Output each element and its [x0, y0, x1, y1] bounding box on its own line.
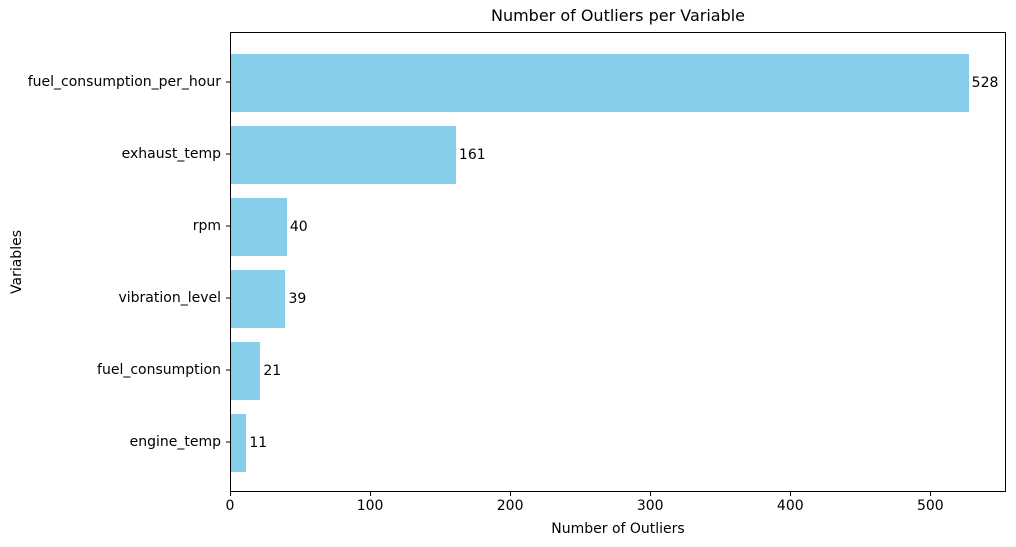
y-tick-label: vibration_level	[118, 290, 221, 306]
bar-value-label: 11	[249, 435, 268, 452]
y-tickmark	[226, 81, 230, 83]
x-tick-labels: 0 100 200 300 400 500	[226, 492, 1006, 518]
y-tick-label: fuel_consumption	[97, 362, 221, 379]
x-tickmark	[930, 492, 932, 496]
bar	[231, 198, 287, 256]
x-tickmark	[510, 492, 512, 496]
bar	[231, 342, 261, 400]
x-tickmark	[370, 492, 372, 496]
y-tick-label: fuel_consumption_per_hour	[27, 73, 221, 90]
bar-value-label: 39	[288, 291, 307, 308]
chart-title: Number of Outliers per Variable	[490, 6, 746, 25]
x-tick-label: 100	[356, 498, 384, 514]
bar-value-label: 528	[971, 74, 999, 91]
x-tick-label: 0	[225, 498, 235, 514]
x-tickmark	[650, 492, 652, 496]
bar	[231, 414, 247, 473]
x-tick-label: 400	[776, 498, 804, 514]
bar-value-label: 21	[263, 363, 282, 380]
y-tick-label: rpm	[192, 217, 221, 234]
x-tickmark	[230, 492, 231, 496]
y-tickmark	[226, 225, 230, 227]
bar-value-label: 40	[289, 218, 308, 235]
plot-area: 528 161 40 39 21 11	[230, 32, 1006, 492]
bar	[231, 126, 456, 184]
y-tick-label: exhaust_temp	[121, 145, 221, 162]
x-axis-label: Number of Outliers	[551, 521, 685, 537]
y-tickmark	[226, 369, 230, 371]
y-tickmark	[226, 297, 230, 299]
x-tick-label: 500	[916, 498, 944, 514]
bar	[231, 53, 969, 112]
y-tickmark	[226, 441, 230, 443]
x-tick-label: 300	[636, 498, 664, 514]
y-tick-label: engine_temp	[129, 434, 221, 451]
y-tickmark	[226, 153, 230, 155]
x-tick-label: 200	[496, 498, 524, 514]
bar-value-label: 161	[458, 146, 486, 163]
bar	[231, 270, 286, 328]
x-tickmark	[790, 492, 792, 496]
